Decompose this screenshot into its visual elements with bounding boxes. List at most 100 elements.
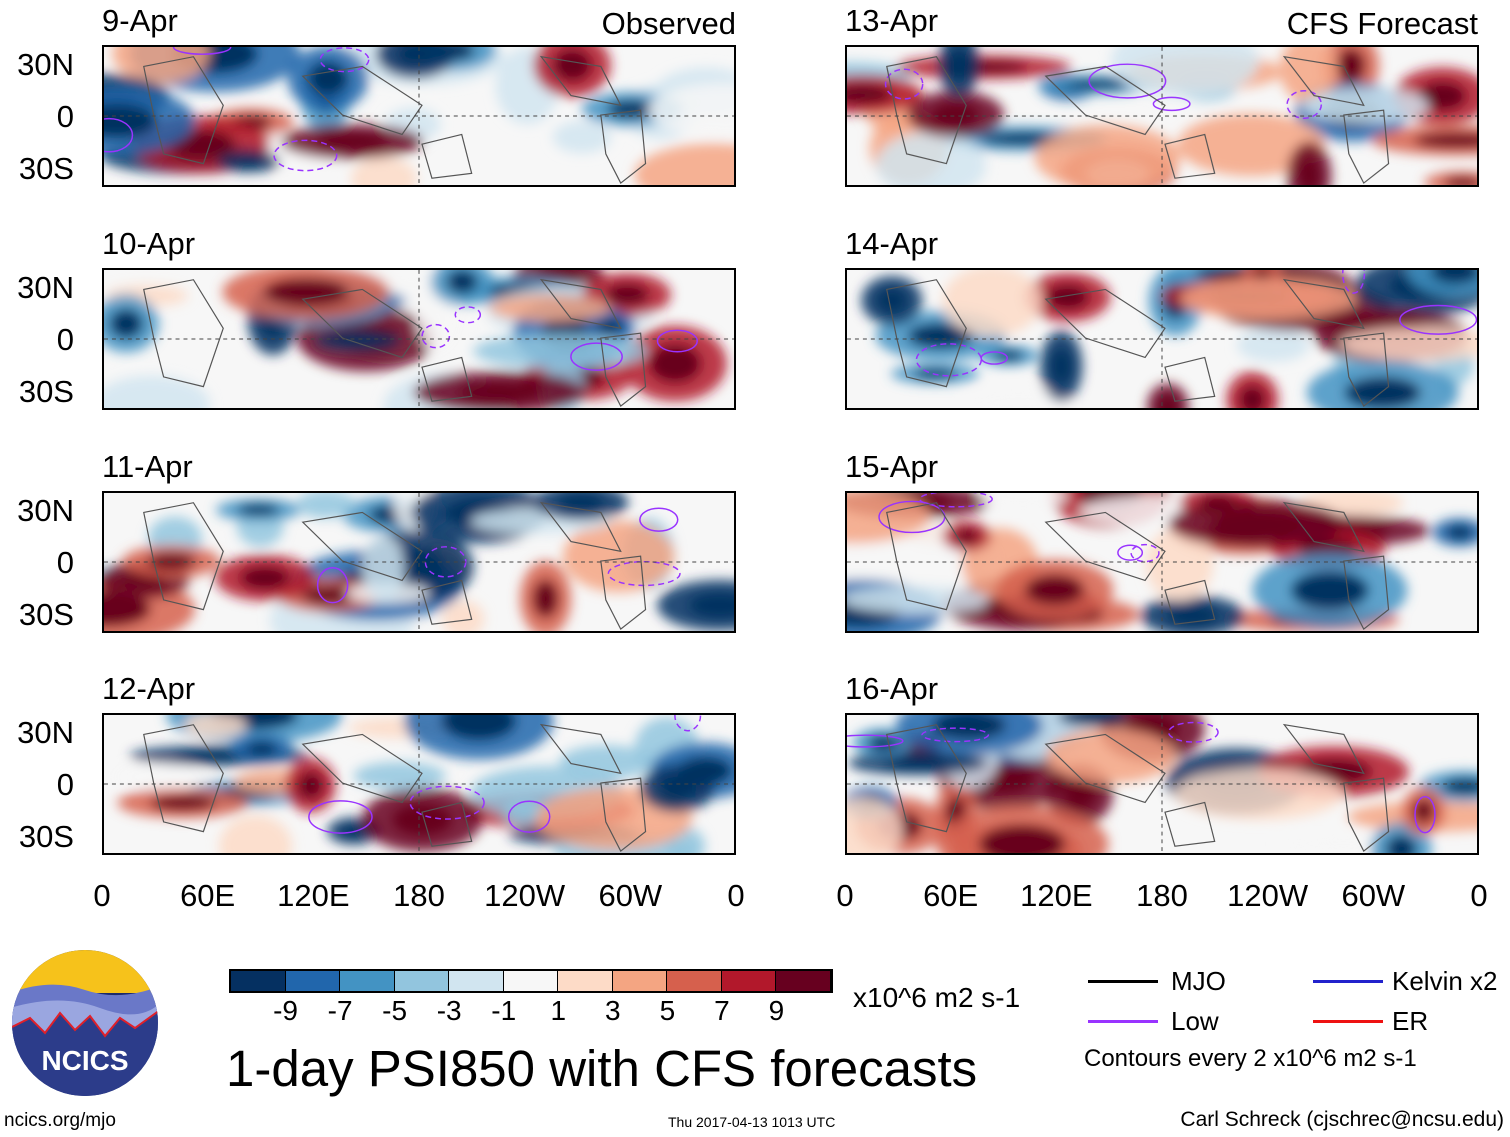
anomaly-blob	[979, 493, 1067, 510]
anomaly-blob	[847, 586, 990, 614]
anomaly-blob	[489, 294, 611, 322]
lat-label: 0	[56, 322, 74, 357]
panel-date: 14-Apr	[845, 226, 939, 261]
low-contour	[915, 343, 983, 377]
anomaly-blob	[362, 536, 405, 602]
anomaly-blob	[1034, 124, 1181, 185]
legend-label-low: Low	[1171, 1006, 1219, 1036]
anomaly-core	[109, 309, 143, 339]
colorbar-tick-label: -3	[436, 995, 462, 1026]
colorbar-tick-label: 7	[714, 995, 730, 1026]
legend-label-mjo: MJO	[1171, 966, 1226, 996]
legend-label-kelvin: Kelvin x2	[1392, 966, 1498, 996]
anomaly-core	[1025, 574, 1084, 605]
continent-outlines	[886, 501, 1390, 630]
low-contour	[607, 560, 681, 587]
low-contour	[1414, 795, 1436, 834]
continent-outlines	[886, 723, 1390, 852]
psi850-map-panel	[845, 268, 1479, 410]
anomaly-blob	[967, 387, 1069, 408]
anomaly-blob	[218, 815, 293, 853]
anomaly-core	[1445, 525, 1474, 540]
anomaly-blob	[847, 493, 931, 544]
panel-date: 11-Apr	[102, 449, 193, 484]
anomaly-core	[649, 344, 701, 383]
anomaly-blob	[647, 83, 734, 137]
anomaly-blob	[876, 132, 987, 185]
continent-outlines	[143, 723, 647, 852]
anomaly-blob	[1302, 88, 1429, 123]
colorbar-tick-label: -7	[327, 995, 353, 1026]
lat-label: 0	[56, 767, 74, 802]
continent-outlines	[143, 501, 647, 630]
low-contour	[1286, 90, 1323, 119]
anomaly-core	[1442, 778, 1477, 795]
anomaly-core	[316, 132, 388, 151]
low-contour	[847, 734, 904, 748]
lon-label: 0	[93, 878, 111, 913]
anomaly-core	[882, 756, 953, 770]
anomaly-core	[240, 566, 290, 590]
low-contour	[921, 727, 990, 743]
forecast-label: CFS Forecast	[1286, 6, 1478, 41]
lat-label: 30S	[18, 819, 74, 854]
website-link[interactable]: ncics.org/mjo	[4, 1110, 116, 1131]
anomaly-core	[232, 156, 265, 168]
lon-label: 120W	[484, 878, 566, 913]
colorbar-swatch	[449, 971, 504, 991]
legend-line-low	[1088, 1020, 1158, 1023]
anomaly-core	[1336, 48, 1366, 83]
lon-label: 120W	[1227, 878, 1309, 913]
lon-label: 180	[1136, 878, 1188, 913]
low-contour	[919, 493, 993, 508]
anomaly-core	[954, 528, 979, 544]
anomaly-core	[1239, 385, 1266, 408]
anomaly-core	[391, 803, 453, 836]
anomaly-core	[104, 591, 151, 627]
anomaly-core	[532, 579, 559, 618]
low-contour	[1088, 63, 1167, 99]
lon-label: 60W	[598, 878, 663, 913]
anomaly-core	[1414, 132, 1477, 148]
low-contour	[507, 800, 551, 833]
low-contour	[424, 546, 467, 578]
colorbar-tick-label: 9	[768, 995, 785, 1026]
low-contour	[104, 117, 134, 153]
low-contour	[409, 785, 485, 820]
low-contour	[421, 323, 451, 349]
anomaly-blob	[1279, 47, 1338, 103]
low-contour	[319, 47, 370, 73]
anomaly-core	[104, 103, 157, 139]
colorbar-tick-label: 5	[659, 995, 676, 1026]
anomaly-blob	[562, 520, 675, 593]
anomaly-core	[1418, 81, 1467, 111]
anomaly-core	[1385, 835, 1417, 853]
low-contour	[1399, 304, 1477, 335]
anomaly-core	[1157, 394, 1179, 408]
anomaly-blob	[942, 270, 1042, 337]
anomaly-core	[932, 715, 1006, 740]
anomaly-core	[237, 504, 280, 516]
anomaly-core	[1067, 79, 1129, 90]
continent-outlines	[143, 278, 647, 407]
low-contour	[674, 715, 702, 732]
anomaly-blob	[184, 715, 247, 738]
anomaly-blob	[112, 47, 210, 84]
lat-label: 30S	[18, 151, 74, 186]
anomaly-blob	[441, 600, 485, 631]
anomaly-core	[441, 715, 517, 741]
continent-outlines	[886, 55, 1390, 184]
low-contour	[308, 800, 373, 834]
psi850-map-panel	[845, 45, 1479, 187]
lon-label: 60W	[1341, 878, 1406, 913]
panel-date: 16-Apr	[845, 671, 939, 706]
ncics-logo: NCICS	[10, 948, 160, 1098]
anomaly-blob	[552, 120, 612, 154]
low-contour	[656, 329, 698, 353]
continent-outlines	[886, 278, 1390, 407]
anomaly-core	[948, 47, 970, 81]
anomaly-core	[847, 84, 893, 105]
anomaly-blob	[1236, 328, 1310, 362]
anomaly-core	[978, 824, 1066, 853]
